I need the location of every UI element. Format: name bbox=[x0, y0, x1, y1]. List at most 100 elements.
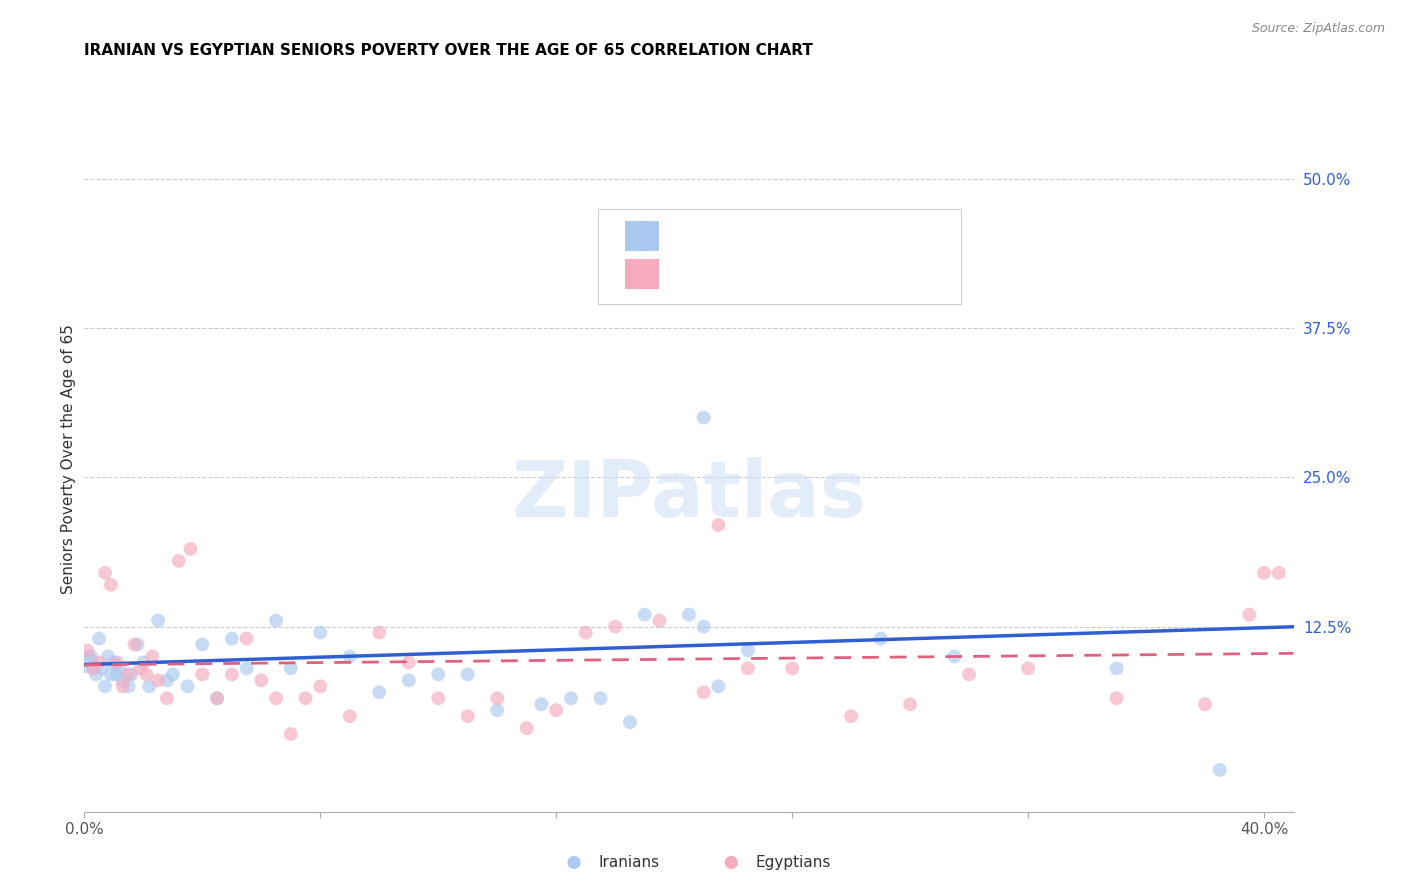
Point bbox=[76, 643, 98, 657]
Point bbox=[1194, 697, 1216, 711]
Point bbox=[135, 667, 157, 681]
Point bbox=[737, 661, 759, 675]
Point bbox=[82, 661, 104, 675]
FancyBboxPatch shape bbox=[624, 221, 659, 251]
Point bbox=[138, 679, 160, 693]
Point bbox=[156, 673, 179, 688]
Point bbox=[692, 685, 714, 699]
Point bbox=[167, 554, 190, 568]
Point bbox=[530, 697, 553, 711]
Point bbox=[250, 673, 273, 688]
Text: Source: ZipAtlas.com: Source: ZipAtlas.com bbox=[1251, 22, 1385, 36]
Point bbox=[869, 632, 891, 646]
Point bbox=[898, 697, 921, 711]
Text: Iranians: Iranians bbox=[599, 855, 659, 870]
Text: R = 0.085   N = 48: R = 0.085 N = 48 bbox=[676, 227, 846, 245]
Point bbox=[156, 691, 179, 706]
Point bbox=[957, 667, 980, 681]
Point bbox=[105, 656, 128, 670]
Point bbox=[100, 667, 122, 681]
Point bbox=[634, 607, 657, 622]
Point bbox=[162, 667, 184, 681]
Point bbox=[264, 691, 287, 706]
Point bbox=[1017, 661, 1039, 675]
Point bbox=[707, 679, 730, 693]
Point bbox=[943, 649, 966, 664]
Point bbox=[678, 267, 700, 281]
Point bbox=[486, 703, 509, 717]
Text: IRANIAN VS EGYPTIAN SENIORS POVERTY OVER THE AGE OF 65 CORRELATION CHART: IRANIAN VS EGYPTIAN SENIORS POVERTY OVER… bbox=[84, 43, 813, 58]
Point bbox=[129, 661, 152, 675]
Point bbox=[205, 691, 228, 706]
Point bbox=[105, 667, 128, 681]
Text: R =  0.128   N = 52: R = 0.128 N = 52 bbox=[676, 265, 853, 283]
Point bbox=[839, 709, 862, 723]
Point bbox=[1268, 566, 1291, 580]
Point bbox=[692, 410, 714, 425]
Point bbox=[486, 691, 509, 706]
Point bbox=[1268, 855, 1291, 869]
Text: ZIPatlas: ZIPatlas bbox=[512, 457, 866, 533]
Point bbox=[221, 667, 243, 681]
Point bbox=[1239, 607, 1261, 622]
Point bbox=[398, 656, 420, 670]
Point bbox=[294, 691, 316, 706]
Point bbox=[678, 607, 700, 622]
Point bbox=[309, 679, 332, 693]
Point bbox=[427, 667, 450, 681]
Point bbox=[1253, 566, 1275, 580]
Point bbox=[191, 667, 214, 681]
Point bbox=[132, 656, 155, 670]
Point bbox=[368, 685, 391, 699]
Point bbox=[457, 667, 479, 681]
Point bbox=[280, 727, 302, 741]
Point bbox=[108, 661, 131, 675]
Point bbox=[91, 661, 114, 675]
Point bbox=[707, 518, 730, 533]
Point bbox=[121, 667, 143, 681]
Point bbox=[309, 625, 332, 640]
Point bbox=[737, 643, 759, 657]
FancyBboxPatch shape bbox=[599, 210, 962, 304]
Point bbox=[146, 673, 169, 688]
Point bbox=[191, 638, 214, 652]
Point bbox=[648, 614, 671, 628]
Point bbox=[176, 679, 198, 693]
Point bbox=[398, 673, 420, 688]
Point bbox=[87, 632, 110, 646]
Point bbox=[235, 632, 257, 646]
Point bbox=[280, 661, 302, 675]
Point bbox=[264, 614, 287, 628]
Point bbox=[1209, 763, 1232, 777]
Point bbox=[605, 619, 627, 633]
Point bbox=[180, 541, 202, 556]
Point bbox=[619, 715, 641, 730]
Point bbox=[589, 691, 612, 706]
Point bbox=[94, 679, 117, 693]
Point bbox=[368, 625, 391, 640]
Y-axis label: Seniors Poverty Over the Age of 65: Seniors Poverty Over the Age of 65 bbox=[60, 325, 76, 594]
Point bbox=[117, 667, 139, 681]
Point bbox=[546, 703, 568, 717]
Point bbox=[146, 614, 169, 628]
Point bbox=[339, 709, 361, 723]
Point bbox=[84, 667, 107, 681]
Point bbox=[575, 625, 598, 640]
Point bbox=[516, 721, 538, 735]
Point bbox=[1105, 691, 1128, 706]
Point bbox=[111, 673, 134, 688]
Point bbox=[457, 709, 479, 723]
Point bbox=[141, 649, 163, 664]
Point bbox=[339, 649, 361, 664]
Text: Egyptians: Egyptians bbox=[755, 855, 831, 870]
Point bbox=[1105, 661, 1128, 675]
Point bbox=[76, 656, 98, 670]
Point bbox=[87, 656, 110, 670]
Point bbox=[103, 656, 125, 670]
Point bbox=[100, 578, 122, 592]
Point bbox=[692, 619, 714, 633]
Point bbox=[79, 649, 101, 664]
Point bbox=[205, 691, 228, 706]
Point bbox=[117, 679, 139, 693]
Point bbox=[94, 566, 117, 580]
